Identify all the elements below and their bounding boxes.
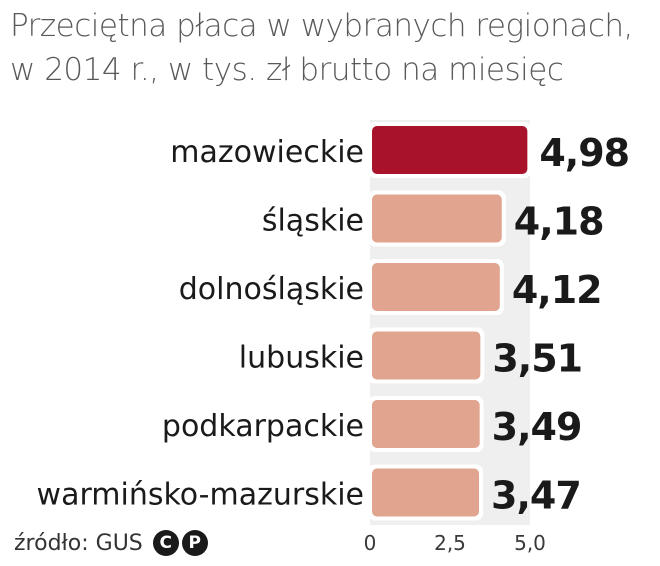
value-label: 3,51 (492, 337, 582, 381)
bar (372, 194, 502, 243)
source-text: źródło: GUS (14, 530, 143, 556)
value-label: 4,18 (514, 200, 604, 244)
chart-title-line-2: w 2014 r., w tys. zł brutto na miesięc (10, 52, 564, 88)
source-note: źródło: GUS C P (14, 530, 208, 556)
value-label: 4,12 (512, 268, 602, 312)
category-label: warmińsko-mazurskie (37, 478, 364, 513)
copyright-p-icon: P (181, 530, 208, 556)
copyright-badges: C P (152, 530, 208, 556)
value-label: 4,98 (539, 131, 629, 175)
x-tick-label: 0 (364, 531, 377, 555)
category-label: śląskie (262, 204, 364, 239)
bar (372, 126, 528, 174)
category-label: podkarpackie (162, 409, 364, 444)
bar (372, 331, 481, 380)
value-label: 3,47 (491, 474, 581, 518)
category-label: mazowieckie (170, 135, 364, 170)
copyright-c-icon: C (152, 530, 179, 556)
bar (372, 468, 480, 517)
bar (372, 400, 480, 448)
x-tick-label: 2,5 (434, 531, 466, 555)
x-tick-label: 5,0 (514, 531, 546, 555)
chart-title-line-1: Przeciętna płaca w wybranych regionach, (10, 8, 633, 44)
plot-background (370, 120, 530, 525)
chart-title: Przeciętna płaca w wybranych regionach, … (10, 4, 658, 92)
category-label: dolnośląskie (179, 272, 364, 307)
bar (372, 263, 500, 311)
value-label: 3,49 (492, 405, 582, 449)
category-label: lubuskie (239, 341, 364, 376)
